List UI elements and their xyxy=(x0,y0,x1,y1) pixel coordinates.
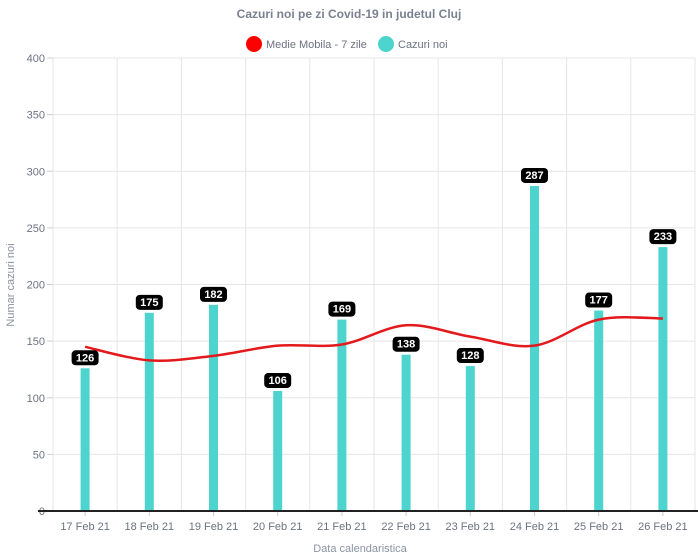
y-axis-ticks: 050100150200250300350400 xyxy=(27,53,53,518)
bar-new-cases[interactable] xyxy=(273,390,283,511)
data-label-value: 138 xyxy=(397,339,415,351)
bar-new-cases[interactable] xyxy=(530,185,539,511)
bar-new-cases[interactable] xyxy=(401,354,411,511)
data-label-value: 169 xyxy=(333,304,351,316)
data-label-box xyxy=(456,348,484,364)
y-axis-title: Numar cazuri noi xyxy=(5,243,17,326)
data-label: 177 xyxy=(585,292,613,308)
moving-average-line-layer xyxy=(84,316,663,362)
data-label-box xyxy=(521,167,548,183)
x-tick-label: 17 Feb 21 xyxy=(60,521,110,533)
bar-new-cases[interactable] xyxy=(594,310,604,511)
data-label: 106 xyxy=(264,372,292,388)
x-tick-label: 18 Feb 21 xyxy=(125,521,175,533)
legend-item-new-cases[interactable]: Cazuri noi xyxy=(378,36,448,52)
data-label-value: 287 xyxy=(525,170,543,182)
data-label: 175 xyxy=(135,294,163,310)
data-label-box xyxy=(135,294,163,310)
y-tick-label: 150 xyxy=(27,336,45,348)
data-label: 126 xyxy=(71,350,99,366)
y-tick-label: 400 xyxy=(27,53,45,65)
data-label: 182 xyxy=(200,286,227,302)
data-label-value: 106 xyxy=(269,375,287,387)
chart-title: Cazuri noi pe zi Covid-19 in judetul Clu… xyxy=(237,7,462,21)
data-label: 138 xyxy=(392,336,420,352)
x-tick-label: 24 Feb 21 xyxy=(510,521,560,533)
data-label: 128 xyxy=(456,348,484,364)
legend: Medie Mobila - 7 zile Cazuri noi xyxy=(246,36,448,52)
y-tick-label: 300 xyxy=(27,166,45,178)
bar-new-cases[interactable] xyxy=(209,304,218,511)
data-label-box xyxy=(200,286,227,302)
bar-new-cases[interactable] xyxy=(465,366,475,511)
bar-new-cases[interactable] xyxy=(337,319,347,511)
data-label-box xyxy=(328,301,356,317)
x-axis-title: Data calendaristica xyxy=(313,543,407,555)
y-tick-label: 100 xyxy=(27,393,45,405)
data-label-value: 177 xyxy=(590,295,608,307)
bars xyxy=(80,185,668,511)
x-tick-label: 20 Feb 21 xyxy=(253,521,303,533)
x-tick-label: 25 Feb 21 xyxy=(574,521,624,533)
legend-marker-moving-average xyxy=(246,36,262,52)
x-tick-label: 21 Feb 21 xyxy=(317,521,367,533)
moving-average-line[interactable] xyxy=(84,316,663,362)
x-axis-ticks: 17 Feb 21 18 Feb 21 19 Feb 21 20 Feb 21 21 F… xyxy=(60,511,688,533)
data-label-box xyxy=(392,336,420,352)
data-label-value: 128 xyxy=(461,350,479,362)
gridlines xyxy=(52,57,696,512)
y-tick-label: 50 xyxy=(33,449,45,461)
y-tick-label: 200 xyxy=(27,280,45,292)
data-label-value: 126 xyxy=(76,352,94,364)
data-label: 287 xyxy=(521,167,548,183)
legend-item-moving-average[interactable]: Medie Mobila - 7 zile xyxy=(246,36,367,52)
data-labels: 126 175 182 106 169 138 128 287 177 233 xyxy=(71,167,677,388)
y-tick-label: 250 xyxy=(27,223,45,235)
legend-label-moving-average: Medie Mobila - 7 zile xyxy=(266,39,367,51)
data-label-box xyxy=(264,372,292,388)
legend-label-new-cases: Cazuri noi xyxy=(398,39,448,51)
x-tick-label: 26 Feb 21 xyxy=(638,521,688,533)
data-label-value: 233 xyxy=(654,231,672,243)
data-label: 233 xyxy=(649,229,677,245)
legend-marker-new-cases xyxy=(378,36,394,52)
data-label: 169 xyxy=(328,301,356,317)
data-label-box xyxy=(71,350,99,366)
data-label-box xyxy=(649,229,677,245)
bar-new-cases[interactable] xyxy=(144,312,154,511)
bar-new-cases[interactable] xyxy=(80,368,90,511)
data-label-value: 182 xyxy=(204,289,222,301)
x-tick-label: 22 Feb 21 xyxy=(381,521,431,533)
y-tick-label: 350 xyxy=(27,110,45,122)
data-label-box xyxy=(585,292,613,308)
x-tick-label: 19 Feb 21 xyxy=(189,521,239,533)
bar-new-cases[interactable] xyxy=(658,247,668,511)
x-tick-label: 23 Feb 21 xyxy=(446,521,496,533)
data-label-value: 175 xyxy=(140,297,158,309)
